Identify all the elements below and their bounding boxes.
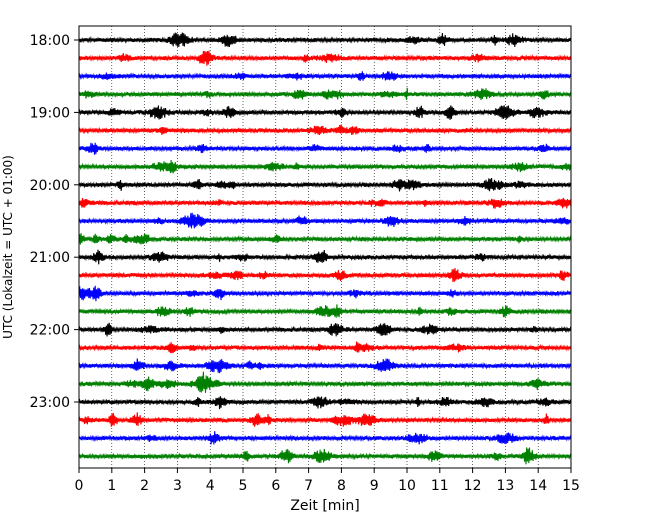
x-tick-label-6: 6: [271, 478, 280, 494]
x-tick-label-7: 7: [304, 478, 313, 494]
y-tick-label-2000: 20:00: [30, 178, 70, 194]
trace-2115: [78, 267, 572, 282]
y-tick-label-2200: 22:00: [30, 323, 70, 339]
y-tick-label-2100: 21:00: [30, 250, 70, 266]
trace-2200: [78, 322, 572, 337]
trace-2215: [78, 341, 572, 354]
x-tick-label-5: 5: [239, 478, 248, 494]
x-tick-label-15: 15: [562, 478, 580, 494]
y-tick-label-1900: 19:00: [30, 105, 70, 121]
x-tick-label-3: 3: [173, 478, 182, 494]
trace-2345: [78, 447, 572, 465]
trace-1800: [78, 32, 572, 48]
x-tick-label-4: 4: [206, 478, 215, 494]
trace-2045: [78, 233, 572, 245]
trace-2130: [78, 285, 572, 302]
trace-1945: [78, 159, 572, 174]
x-axis-label: Zeit [min]: [290, 498, 359, 514]
trace-1900: [78, 105, 572, 120]
x-tick-label-14: 14: [529, 478, 547, 494]
x-tick-label-1: 1: [107, 478, 116, 494]
x-tick-label-10: 10: [398, 478, 416, 494]
y-axis-label: UTC (Lokalzeit = UTC + 01:00): [1, 155, 15, 339]
trace-1915: [78, 124, 572, 136]
trace-2300: [78, 396, 572, 410]
x-tick-label-12: 12: [464, 478, 482, 494]
trace-2100: [78, 249, 572, 265]
trace-2030: [78, 212, 572, 229]
x-tick-label-11: 11: [431, 478, 449, 494]
trace-1845: [78, 87, 572, 101]
trace-2245: [78, 371, 572, 393]
trace-2015: [78, 197, 572, 209]
trace-2145: [78, 304, 572, 318]
x-tick-label-2: 2: [140, 478, 149, 494]
trace-2230: [78, 358, 572, 374]
x-tick-label-9: 9: [370, 478, 379, 494]
x-tick-label-0: 0: [75, 478, 84, 494]
plot-area-frame: [78, 25, 572, 469]
y-tick-label-1800: 18:00: [30, 33, 70, 49]
trace-1930: [78, 142, 572, 155]
trace-2315: [78, 412, 572, 427]
x-tick-label-13: 13: [496, 478, 514, 494]
x-axis-ticks: 0 1 2 3 4 5 6 7 8 9 10 11 12 13 14 15: [75, 468, 580, 494]
y-tick-label-2300: 23:00: [30, 395, 70, 411]
trace-group: [78, 32, 572, 465]
y-axis-ticks: 18:00 19:00 20:00 21:00 22:00 23:00: [30, 33, 79, 411]
x-tick-label-8: 8: [337, 478, 346, 494]
trace-1815: [78, 50, 572, 66]
trace-2330: [78, 431, 572, 445]
trace-2000: [78, 177, 572, 192]
trace-1830: [78, 71, 572, 82]
